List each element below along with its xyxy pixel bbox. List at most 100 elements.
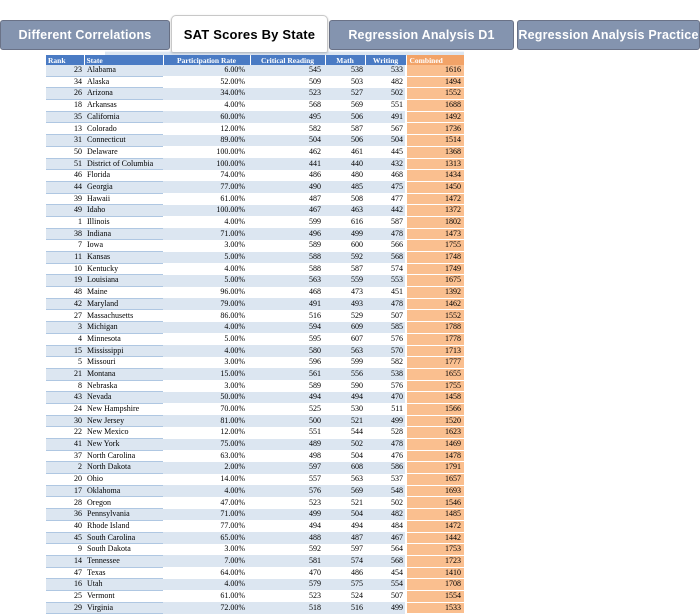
cell-math[interactable]: 569	[325, 485, 365, 497]
cell-math[interactable]: 587	[325, 263, 365, 275]
cell-writing[interactable]: 499	[365, 602, 406, 614]
cell-combined[interactable]: 1372	[405, 204, 464, 217]
cell-writing[interactable]: 476	[365, 450, 406, 462]
cell-state[interactable]: Texas	[84, 567, 163, 580]
tab-different-correlations[interactable]: Different Correlations	[0, 20, 170, 50]
cell-participation-rate[interactable]: 4.00%	[163, 485, 250, 497]
cell-math[interactable]: 494	[325, 520, 365, 532]
cell-combined[interactable]: 1723	[405, 555, 464, 568]
cell-math[interactable]: 502	[325, 438, 365, 451]
cell-rank[interactable]: 26	[46, 87, 84, 101]
cell-critical-reading[interactable]: 589	[250, 239, 325, 252]
cell-state[interactable]: Vermont	[84, 590, 163, 603]
cell-critical-reading[interactable]: 561	[250, 368, 325, 381]
cell-rank[interactable]: 2	[46, 461, 84, 475]
cell-writing[interactable]: 484	[365, 520, 406, 532]
cell-rank[interactable]: 44	[46, 181, 84, 194]
cell-rank[interactable]: 18	[46, 99, 84, 112]
cell-participation-rate[interactable]: 12.00%	[163, 426, 250, 439]
cell-critical-reading[interactable]: 580	[250, 345, 325, 357]
cell-math[interactable]: 504	[325, 450, 365, 462]
cell-math[interactable]: 556	[325, 368, 365, 381]
cell-critical-reading[interactable]: 596	[250, 356, 325, 369]
cell-participation-rate[interactable]: 89.00%	[163, 134, 250, 147]
cell-state[interactable]: Minnesota	[84, 333, 163, 346]
cell-combined[interactable]: 1546	[405, 496, 464, 510]
cell-math[interactable]: 574	[325, 555, 365, 568]
cell-combined[interactable]: 1657	[405, 473, 464, 486]
cell-writing[interactable]: 482	[365, 76, 406, 88]
cell-participation-rate[interactable]: 60.00%	[163, 111, 250, 123]
cell-participation-rate[interactable]: 71.00%	[163, 228, 250, 240]
cell-writing[interactable]: 504	[365, 134, 406, 147]
cell-combined[interactable]: 1552	[405, 309, 464, 323]
cell-combined[interactable]: 1777	[405, 356, 464, 369]
cell-writing[interactable]: 475	[365, 181, 406, 194]
cell-state[interactable]: Michigan	[84, 321, 163, 334]
cell-critical-reading[interactable]: 599	[250, 216, 325, 229]
cell-math[interactable]: 608	[325, 461, 365, 474]
cell-participation-rate[interactable]: 47.00%	[163, 496, 250, 509]
cell-critical-reading[interactable]: 551	[250, 426, 325, 439]
cell-state[interactable]: North Dakota	[84, 461, 163, 475]
cell-writing[interactable]: 528	[365, 426, 406, 439]
cell-state[interactable]: New Mexico	[84, 426, 163, 439]
header-participation-rate[interactable]: Participation Rate	[162, 55, 250, 65]
cell-writing[interactable]: 538	[365, 368, 406, 381]
cell-critical-reading[interactable]: 487	[250, 193, 325, 205]
cell-critical-reading[interactable]: 582	[250, 122, 325, 135]
cell-critical-reading[interactable]: 523	[250, 590, 325, 603]
cell-combined[interactable]: 1469	[405, 438, 464, 451]
cell-math[interactable]: 493	[325, 298, 365, 310]
cell-participation-rate[interactable]: 5.00%	[163, 333, 250, 345]
cell-writing[interactable]: 442	[365, 204, 406, 217]
cell-writing[interactable]: 502	[365, 496, 406, 509]
cell-critical-reading[interactable]: 488	[250, 532, 325, 544]
cell-critical-reading[interactable]: 499	[250, 508, 325, 521]
cell-combined[interactable]: 1616	[405, 65, 464, 77]
cell-writing[interactable]: 491	[365, 111, 406, 123]
cell-math[interactable]: 569	[325, 99, 365, 112]
cell-critical-reading[interactable]: 489	[250, 438, 325, 451]
cell-math[interactable]: 461	[325, 146, 365, 158]
cell-combined[interactable]: 1368	[405, 146, 464, 159]
cell-combined[interactable]: 1748	[405, 251, 464, 264]
cell-rank[interactable]: 37	[46, 450, 84, 463]
cell-state[interactable]: South Dakota	[84, 543, 163, 556]
cell-critical-reading[interactable]: 500	[250, 415, 325, 427]
cell-writing[interactable]: 477	[365, 193, 406, 205]
cell-combined[interactable]: 1688	[405, 99, 464, 112]
cell-rank[interactable]: 4	[46, 333, 84, 346]
cell-math[interactable]: 538	[325, 65, 365, 77]
cell-combined[interactable]: 1410	[405, 567, 464, 580]
cell-state[interactable]: Colorado	[84, 122, 163, 136]
cell-critical-reading[interactable]: 490	[250, 181, 325, 194]
cell-writing[interactable]: 568	[365, 555, 406, 568]
cell-math[interactable]: 494	[325, 391, 365, 404]
cell-state[interactable]: Pennsylvania	[84, 508, 163, 521]
cell-participation-rate[interactable]: 74.00%	[163, 169, 250, 182]
cell-participation-rate[interactable]: 4.00%	[163, 263, 250, 275]
cell-combined[interactable]: 1788	[405, 321, 464, 334]
cell-state[interactable]: Alabama	[84, 65, 163, 77]
cell-critical-reading[interactable]: 486	[250, 169, 325, 182]
cell-participation-rate[interactable]: 3.00%	[163, 380, 250, 392]
cell-writing[interactable]: 467	[365, 532, 406, 544]
cell-state[interactable]: Delaware	[84, 146, 163, 159]
cell-combined[interactable]: 1655	[405, 368, 464, 381]
cell-writing[interactable]: 507	[365, 309, 406, 322]
cell-critical-reading[interactable]: 498	[250, 450, 325, 462]
cell-math[interactable]: 530	[325, 403, 365, 416]
cell-state[interactable]: Oregon	[84, 496, 163, 510]
cell-state[interactable]: Virginia	[84, 602, 163, 614]
cell-participation-rate[interactable]: 3.00%	[163, 239, 250, 252]
cell-writing[interactable]: 470	[365, 391, 406, 404]
cell-math[interactable]: 473	[325, 286, 365, 299]
cell-rank[interactable]: 21	[46, 368, 84, 381]
cell-writing[interactable]: 533	[365, 65, 406, 77]
cell-critical-reading[interactable]: 509	[250, 76, 325, 88]
cell-math[interactable]: 559	[325, 274, 365, 287]
cell-participation-rate[interactable]: 34.00%	[163, 87, 250, 100]
cell-critical-reading[interactable]: 523	[250, 496, 325, 509]
cell-state[interactable]: Maryland	[84, 298, 163, 311]
